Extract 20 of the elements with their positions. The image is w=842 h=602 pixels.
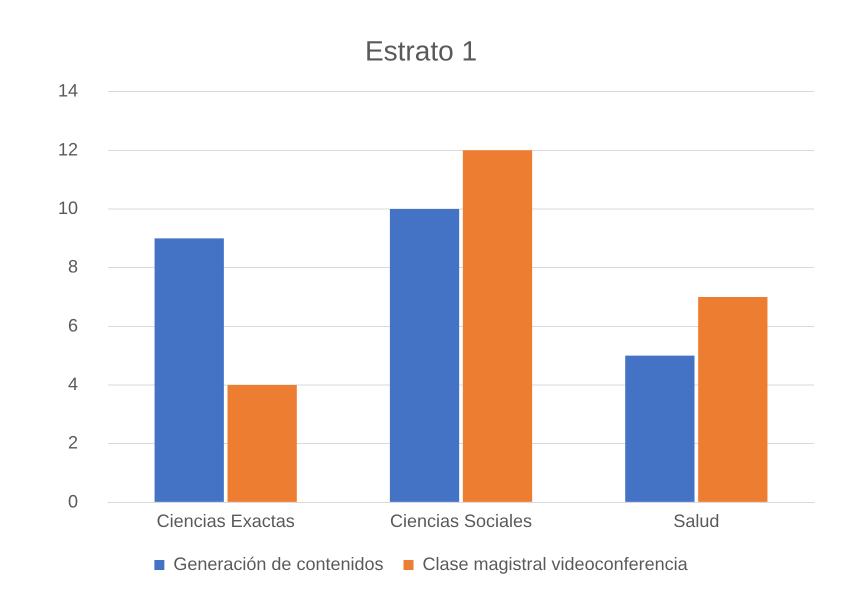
y-tick-label: 6 xyxy=(68,315,78,336)
y-tick-label: 4 xyxy=(68,374,78,394)
bar xyxy=(462,150,532,502)
bar xyxy=(154,238,224,502)
legend-label: Generación de contenidos xyxy=(173,554,384,574)
y-tick-label: 14 xyxy=(58,80,78,101)
bar xyxy=(390,208,460,502)
y-tick-label: 10 xyxy=(58,198,78,218)
x-tick-label: Salud xyxy=(673,511,720,532)
legend-label: Clase magistral videoconferencia xyxy=(422,554,689,574)
x-tick-label: Ciencias Sociales xyxy=(390,511,532,532)
y-tick-label: 12 xyxy=(58,139,78,160)
bar xyxy=(625,356,695,502)
bar xyxy=(698,297,768,502)
x-tick-label: Ciencias Exactas xyxy=(156,511,295,532)
bar xyxy=(228,385,297,502)
y-tick-label: 0 xyxy=(68,491,78,512)
chart-title: Estrato 1 xyxy=(364,36,478,67)
y-tick-label: 2 xyxy=(68,432,78,453)
y-tick-label: 8 xyxy=(68,256,78,277)
